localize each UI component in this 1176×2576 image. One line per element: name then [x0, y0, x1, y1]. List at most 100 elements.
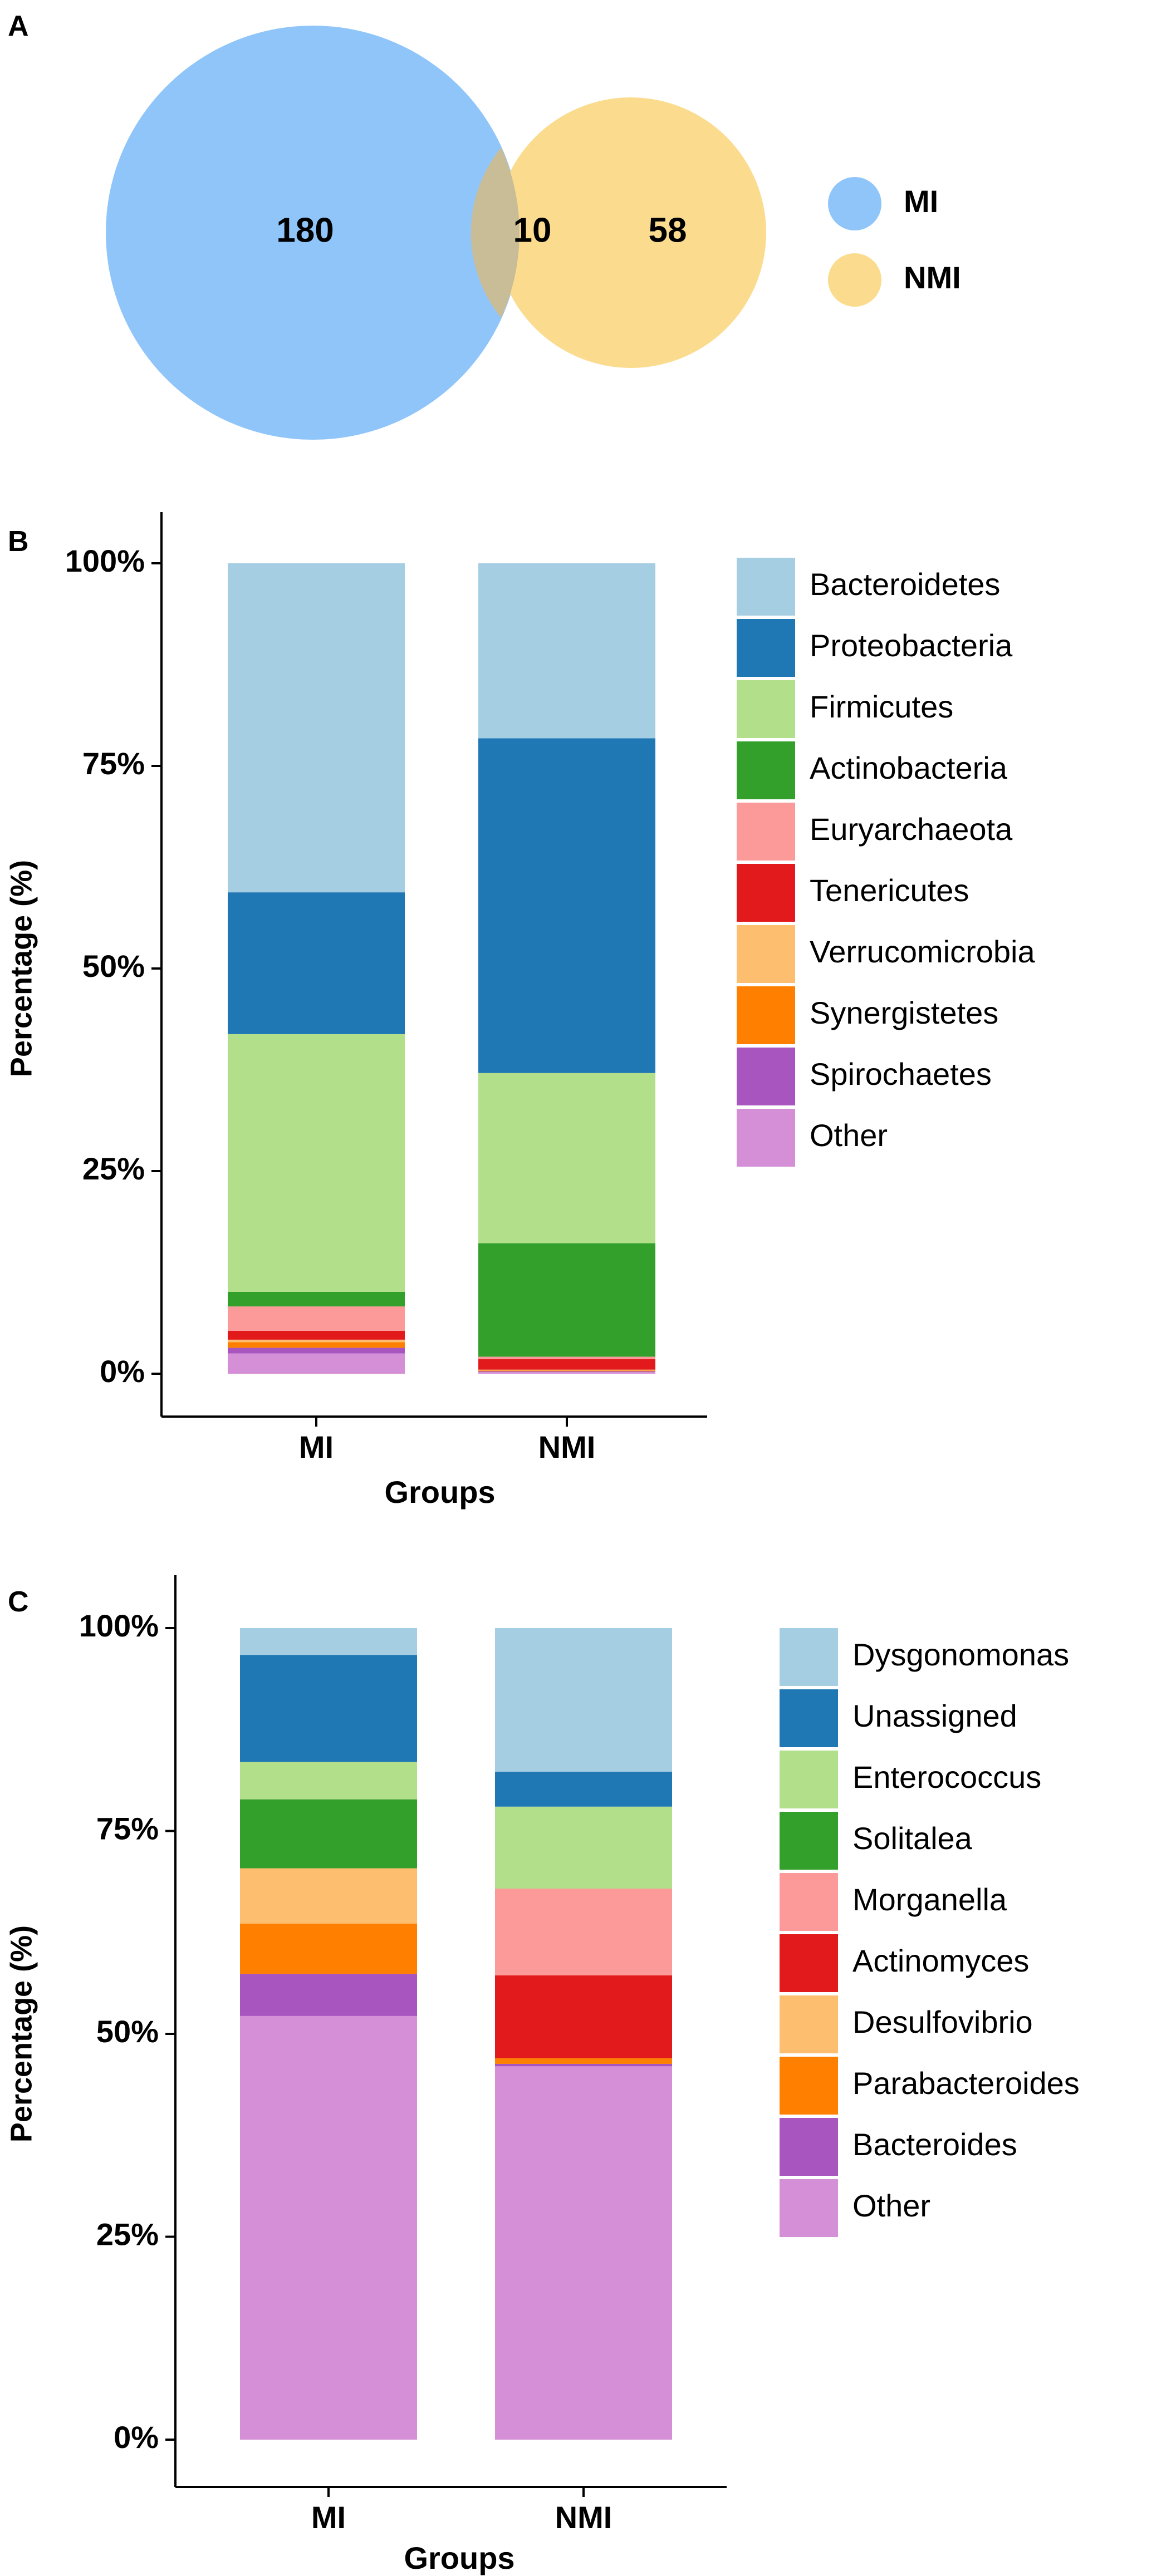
bar-segment [478, 1371, 655, 1373]
bar-segment [495, 2063, 672, 2067]
bar-segment [228, 1034, 405, 1292]
bar-segment [478, 1372, 655, 1374]
bar-segment [240, 1655, 417, 1762]
legend-swatch [780, 1934, 838, 1992]
bar-segment [478, 1359, 655, 1370]
y-tick-label: 25% [82, 1151, 145, 1186]
bar-segment [495, 1806, 672, 1889]
x-tick-label: NMI [555, 2500, 612, 2535]
legend-label: Synergistetes [810, 995, 998, 1030]
legend-swatch [737, 619, 795, 677]
venn-circle-nmi [496, 97, 766, 368]
y-tick-label: 50% [96, 2014, 159, 2049]
panel-label-c: C [8, 1586, 29, 1618]
legend-swatch [780, 1751, 838, 1808]
legend-label: Actinobacteria [810, 750, 1008, 785]
bar-segment [228, 1342, 405, 1348]
legend-swatch [737, 558, 795, 616]
bar-segment [228, 1330, 405, 1340]
bar-segment [478, 1356, 655, 1359]
panel-c: C 0% 25% 50% 75% 100% Percentage (%) MI NMI Grou… [4, 1575, 1080, 2575]
bar-segment [495, 2058, 672, 2064]
legend-label: Actinomyces [852, 1943, 1029, 1978]
bar-segment [478, 1073, 655, 1243]
bar-segment [495, 1889, 672, 1976]
bar-segment [228, 1353, 405, 1374]
bar-segment [228, 892, 405, 1034]
panel-b: B 0% 25% 50% 75% 100% Percentage (%) MI NMI Grou… [4, 512, 1035, 1510]
bar-segment [495, 1628, 672, 1772]
legend-label: Spirochaetes [810, 1056, 992, 1092]
bar-segment [495, 2066, 672, 2440]
venn-count-mi-only: 180 [276, 211, 334, 249]
x-tick-label: NMI [538, 1429, 596, 1464]
legend-swatch [780, 1628, 838, 1686]
legend-swatch [780, 2118, 838, 2176]
genus-stacked-bar-chart: 0% 25% 50% 75% 100% Percentage (%) MI NMI Groups… [4, 1575, 1080, 2575]
legend-label: Unassigned [852, 1698, 1017, 1733]
y-axis-label: Percentage (%) [4, 1925, 38, 2142]
venn-legend-swatch-nmi [828, 253, 881, 307]
venn-count-nmi-only: 58 [649, 211, 687, 249]
legend-swatch [737, 741, 795, 799]
legend-label: Proteobacteria [810, 628, 1013, 663]
panel-label-a: A [8, 10, 29, 42]
bar-segment [228, 563, 405, 893]
bar-segment [240, 1974, 417, 2016]
bar-segment [240, 1762, 417, 1800]
legend-swatch [780, 1873, 838, 1931]
legend-label: Parabacteroides [852, 2066, 1080, 2101]
legend-label: Tenericutes [810, 873, 969, 908]
bar-segment [240, 1628, 417, 1655]
venn-count-intersection: 10 [513, 211, 552, 249]
bar-segment [478, 563, 655, 739]
bar-segment [240, 2015, 417, 2440]
legend-swatch [780, 1995, 838, 2053]
legend-label: Other [810, 1118, 888, 1153]
panel-label-b: B [8, 525, 29, 558]
bar-segment [240, 1868, 417, 1924]
bar-segment [478, 738, 655, 1073]
legend-swatch [737, 803, 795, 861]
bar-segment [228, 1306, 405, 1331]
venn-circle-mi [106, 26, 520, 440]
y-tick-label: 0% [100, 1354, 145, 1389]
bar-segment [228, 1348, 405, 1354]
legend-swatch [780, 1689, 838, 1747]
venn-legend-label-nmi: NMI [904, 260, 961, 295]
bar-segment [240, 1799, 417, 1869]
x-tick-label: MI [299, 1429, 334, 1464]
x-tick-label: MI [311, 2500, 346, 2535]
venn-legend-label-mi: MI [904, 184, 938, 219]
legend-swatch [737, 925, 795, 983]
y-tick-label: 75% [82, 746, 145, 781]
bar-segment [478, 1243, 655, 1357]
legend-swatch [737, 1048, 795, 1105]
legend-label: Dysgonomonas [852, 1637, 1069, 1672]
bar-segment [478, 1370, 655, 1371]
y-axis-label: Percentage (%) [4, 860, 38, 1077]
y-tick-label: 100% [65, 543, 145, 578]
legend-swatch [780, 1812, 838, 1870]
venn-overlap [471, 148, 520, 318]
bar-segment [495, 1772, 672, 1807]
legend-label: Firmicutes [810, 689, 953, 724]
legend-label: Desulfovibrio [852, 2004, 1033, 2039]
legend-label: Enterococcus [852, 1759, 1041, 1795]
legend-swatch [737, 986, 795, 1044]
phylum-stacked-bar-chart: 0% 25% 50% 75% 100% Percentage (%) MI NMI Groups… [4, 512, 1035, 1510]
legend-swatch [780, 2179, 838, 2237]
legend-swatch [780, 2057, 838, 2115]
legend-label: Bacteroidetes [810, 567, 1000, 602]
legend-label: Solitalea [852, 1821, 973, 1856]
venn-legend-swatch-mi [828, 177, 881, 230]
legend-label: Other [852, 2188, 930, 2223]
y-tick-label: 0% [114, 2420, 159, 2455]
y-tick-label: 25% [96, 2216, 159, 2251]
legend-label: Morganella [852, 1882, 1007, 1917]
bar-segment [228, 1291, 405, 1307]
panel-a: A 180 10 58 MI NMI [8, 10, 961, 440]
venn-legend: MI NMI [828, 177, 961, 307]
legend-swatch [737, 680, 795, 738]
legend-swatch [737, 1109, 795, 1167]
